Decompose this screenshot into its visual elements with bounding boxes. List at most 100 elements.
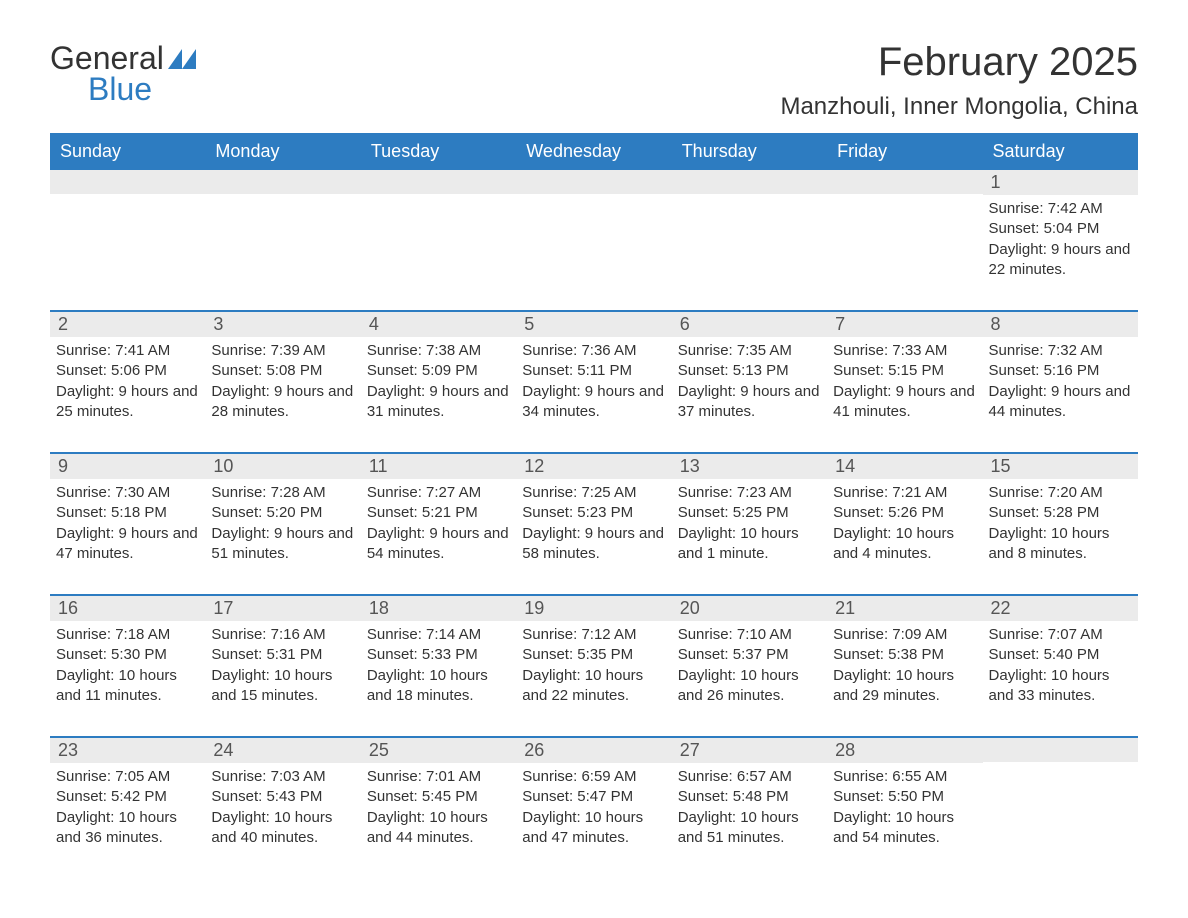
day-content: Sunrise: 7:07 AMSunset: 5:40 PMDaylight:… [983, 621, 1138, 710]
calendar-day-cell: 22Sunrise: 7:07 AMSunset: 5:40 PMDayligh… [983, 596, 1138, 716]
sunrise-text: Sunrise: 7:07 AM [989, 625, 1132, 645]
calendar-day-cell [205, 170, 360, 290]
calendar-day-cell: 10Sunrise: 7:28 AMSunset: 5:20 PMDayligh… [205, 454, 360, 574]
daylight-text: Daylight: 9 hours and 22 minutes. [989, 240, 1132, 281]
daylight-text: Daylight: 9 hours and 51 minutes. [211, 524, 354, 565]
calendar-day-cell: 15Sunrise: 7:20 AMSunset: 5:28 PMDayligh… [983, 454, 1138, 574]
calendar: Sunday Monday Tuesday Wednesday Thursday… [50, 133, 1138, 858]
daylight-text: Daylight: 9 hours and 25 minutes. [56, 382, 199, 423]
day-number: 21 [827, 596, 982, 621]
daylight-text: Daylight: 10 hours and 47 minutes. [522, 808, 665, 849]
sunset-text: Sunset: 5:25 PM [678, 503, 821, 523]
day-content: Sunrise: 7:23 AMSunset: 5:25 PMDaylight:… [672, 479, 827, 568]
day-content: Sunrise: 7:03 AMSunset: 5:43 PMDaylight:… [205, 763, 360, 852]
weeks-container: 1Sunrise: 7:42 AMSunset: 5:04 PMDaylight… [50, 170, 1138, 858]
calendar-day-cell: 4Sunrise: 7:38 AMSunset: 5:09 PMDaylight… [361, 312, 516, 432]
calendar-day-cell: 25Sunrise: 7:01 AMSunset: 5:45 PMDayligh… [361, 738, 516, 858]
location-text: Manzhouli, Inner Mongolia, China [780, 93, 1138, 121]
day-header-tuesday: Tuesday [361, 133, 516, 170]
day-content: Sunrise: 7:21 AMSunset: 5:26 PMDaylight:… [827, 479, 982, 568]
sunset-text: Sunset: 5:38 PM [833, 645, 976, 665]
sunrise-text: Sunrise: 7:03 AM [211, 767, 354, 787]
sunset-text: Sunset: 5:08 PM [211, 361, 354, 381]
daylight-text: Daylight: 9 hours and 31 minutes. [367, 382, 510, 423]
calendar-day-cell: 3Sunrise: 7:39 AMSunset: 5:08 PMDaylight… [205, 312, 360, 432]
brand-flag-icon [168, 49, 196, 69]
day-number: 3 [205, 312, 360, 337]
sunset-text: Sunset: 5:37 PM [678, 645, 821, 665]
day-number [672, 170, 827, 194]
day-content: Sunrise: 7:05 AMSunset: 5:42 PMDaylight:… [50, 763, 205, 852]
daylight-text: Daylight: 10 hours and 44 minutes. [367, 808, 510, 849]
sunrise-text: Sunrise: 7:39 AM [211, 341, 354, 361]
sunset-text: Sunset: 5:06 PM [56, 361, 199, 381]
day-content: Sunrise: 7:32 AMSunset: 5:16 PMDaylight:… [983, 337, 1138, 426]
daylight-text: Daylight: 10 hours and 15 minutes. [211, 666, 354, 707]
daylight-text: Daylight: 10 hours and 51 minutes. [678, 808, 821, 849]
sunrise-text: Sunrise: 7:25 AM [522, 483, 665, 503]
day-number: 15 [983, 454, 1138, 479]
day-header-thursday: Thursday [672, 133, 827, 170]
day-number [827, 170, 982, 194]
calendar-day-cell: 13Sunrise: 7:23 AMSunset: 5:25 PMDayligh… [672, 454, 827, 574]
sunset-text: Sunset: 5:16 PM [989, 361, 1132, 381]
day-number [205, 170, 360, 194]
day-content: Sunrise: 7:33 AMSunset: 5:15 PMDaylight:… [827, 337, 982, 426]
sunset-text: Sunset: 5:48 PM [678, 787, 821, 807]
calendar-day-cell [361, 170, 516, 290]
sunrise-text: Sunrise: 7:33 AM [833, 341, 976, 361]
day-number: 14 [827, 454, 982, 479]
day-number: 9 [50, 454, 205, 479]
sunset-text: Sunset: 5:26 PM [833, 503, 976, 523]
daylight-text: Daylight: 10 hours and 54 minutes. [833, 808, 976, 849]
day-content: Sunrise: 7:18 AMSunset: 5:30 PMDaylight:… [50, 621, 205, 710]
sunrise-text: Sunrise: 7:20 AM [989, 483, 1132, 503]
day-number: 23 [50, 738, 205, 763]
daylight-text: Daylight: 9 hours and 34 minutes. [522, 382, 665, 423]
calendar-day-cell: 2Sunrise: 7:41 AMSunset: 5:06 PMDaylight… [50, 312, 205, 432]
calendar-day-cell: 20Sunrise: 7:10 AMSunset: 5:37 PMDayligh… [672, 596, 827, 716]
sunrise-text: Sunrise: 7:09 AM [833, 625, 976, 645]
sunset-text: Sunset: 5:15 PM [833, 361, 976, 381]
daylight-text: Daylight: 9 hours and 41 minutes. [833, 382, 976, 423]
daylight-text: Daylight: 9 hours and 58 minutes. [522, 524, 665, 565]
sunset-text: Sunset: 5:33 PM [367, 645, 510, 665]
day-content: Sunrise: 7:35 AMSunset: 5:13 PMDaylight:… [672, 337, 827, 426]
day-number: 25 [361, 738, 516, 763]
sunset-text: Sunset: 5:47 PM [522, 787, 665, 807]
day-content: Sunrise: 7:38 AMSunset: 5:09 PMDaylight:… [361, 337, 516, 426]
daylight-text: Daylight: 10 hours and 33 minutes. [989, 666, 1132, 707]
calendar-day-cell: 5Sunrise: 7:36 AMSunset: 5:11 PMDaylight… [516, 312, 671, 432]
day-number: 11 [361, 454, 516, 479]
calendar-day-cell: 12Sunrise: 7:25 AMSunset: 5:23 PMDayligh… [516, 454, 671, 574]
sunset-text: Sunset: 5:13 PM [678, 361, 821, 381]
day-header-friday: Friday [827, 133, 982, 170]
calendar-day-cell [672, 170, 827, 290]
day-content: Sunrise: 7:12 AMSunset: 5:35 PMDaylight:… [516, 621, 671, 710]
month-title: February 2025 [780, 40, 1138, 85]
calendar-day-cell: 21Sunrise: 7:09 AMSunset: 5:38 PMDayligh… [827, 596, 982, 716]
day-number: 4 [361, 312, 516, 337]
sunset-text: Sunset: 5:20 PM [211, 503, 354, 523]
daylight-text: Daylight: 10 hours and 11 minutes. [56, 666, 199, 707]
brand-text-blue: Blue [88, 71, 196, 108]
calendar-day-cell: 14Sunrise: 7:21 AMSunset: 5:26 PMDayligh… [827, 454, 982, 574]
sunset-text: Sunset: 5:04 PM [989, 219, 1132, 239]
day-content: Sunrise: 7:27 AMSunset: 5:21 PMDaylight:… [361, 479, 516, 568]
sunrise-text: Sunrise: 7:42 AM [989, 199, 1132, 219]
daylight-text: Daylight: 10 hours and 29 minutes. [833, 666, 976, 707]
day-content: Sunrise: 7:09 AMSunset: 5:38 PMDaylight:… [827, 621, 982, 710]
brand-logo: General Blue [50, 40, 196, 108]
sunrise-text: Sunrise: 7:18 AM [56, 625, 199, 645]
day-number [983, 738, 1138, 762]
calendar-day-cell: 9Sunrise: 7:30 AMSunset: 5:18 PMDaylight… [50, 454, 205, 574]
sunrise-text: Sunrise: 7:38 AM [367, 341, 510, 361]
day-number: 28 [827, 738, 982, 763]
day-content: Sunrise: 7:39 AMSunset: 5:08 PMDaylight:… [205, 337, 360, 426]
day-content: Sunrise: 6:59 AMSunset: 5:47 PMDaylight:… [516, 763, 671, 852]
day-number: 19 [516, 596, 671, 621]
day-number [516, 170, 671, 194]
day-number: 16 [50, 596, 205, 621]
daylight-text: Daylight: 10 hours and 22 minutes. [522, 666, 665, 707]
sunset-text: Sunset: 5:50 PM [833, 787, 976, 807]
